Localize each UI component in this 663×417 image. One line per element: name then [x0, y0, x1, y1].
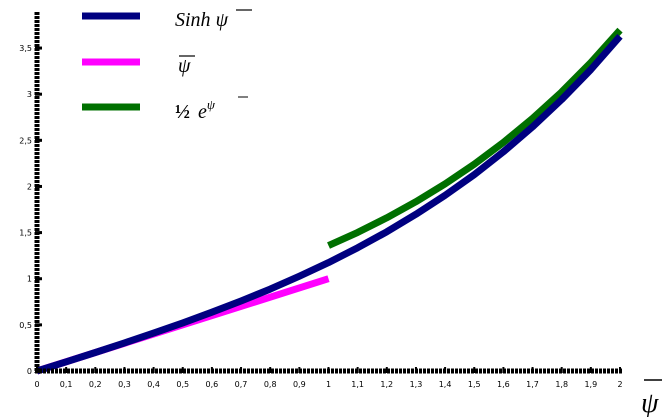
- series-line-2: [329, 30, 621, 246]
- y-tick-label: 0,5: [19, 321, 32, 330]
- x-tick-label: 1: [326, 380, 331, 389]
- x-tick-label: 1,7: [526, 380, 539, 389]
- x-tick-label: 1,8: [555, 380, 568, 389]
- x-tick-label: 1,9: [584, 380, 597, 389]
- x-tick-label: 0,9: [293, 380, 306, 389]
- legend-label-sinh: Sinh ψ: [175, 9, 229, 31]
- x-tick-label: 1,5: [468, 380, 481, 389]
- x-tick-label: 1,4: [439, 380, 452, 389]
- y-tick-label: 3: [27, 90, 32, 99]
- x-tick-label: 1,6: [497, 380, 510, 389]
- x-tick-label: 1,1: [351, 380, 364, 389]
- series-line-0: [37, 36, 620, 371]
- x-tick-label: 2: [617, 380, 622, 389]
- x-tick-label: 0,6: [206, 380, 219, 389]
- y-tick-label: 1,5: [19, 229, 32, 238]
- legend-label-psi: ψ: [178, 55, 191, 77]
- y-tick-label: 2: [27, 182, 32, 191]
- x-tick-label: 0,5: [176, 380, 189, 389]
- x-tick-label: 1,2: [380, 380, 393, 389]
- x-tick-label: 0: [34, 380, 39, 389]
- legend-label-sinh-psi: ψ: [216, 9, 229, 31]
- x-tick-label: 0,7: [235, 380, 248, 389]
- y-tick-label: 1: [27, 275, 32, 284]
- y-tick-label: 2,5: [19, 136, 32, 145]
- x-tick-label: 0,4: [147, 380, 160, 389]
- x-tick-label: 0,1: [60, 380, 73, 389]
- y-tick-label: 3,5: [19, 44, 32, 53]
- y-tick-label: 0: [27, 367, 32, 376]
- legend-label-exp: ½ eψ: [175, 97, 216, 123]
- x-tick-label: 0,2: [89, 380, 102, 389]
- x-tick-label: 0,3: [118, 380, 131, 389]
- x-axis-label: ψ: [641, 388, 659, 417]
- x-tick-label: 0,8: [264, 380, 277, 389]
- x-tick-label: 1,3: [410, 380, 423, 389]
